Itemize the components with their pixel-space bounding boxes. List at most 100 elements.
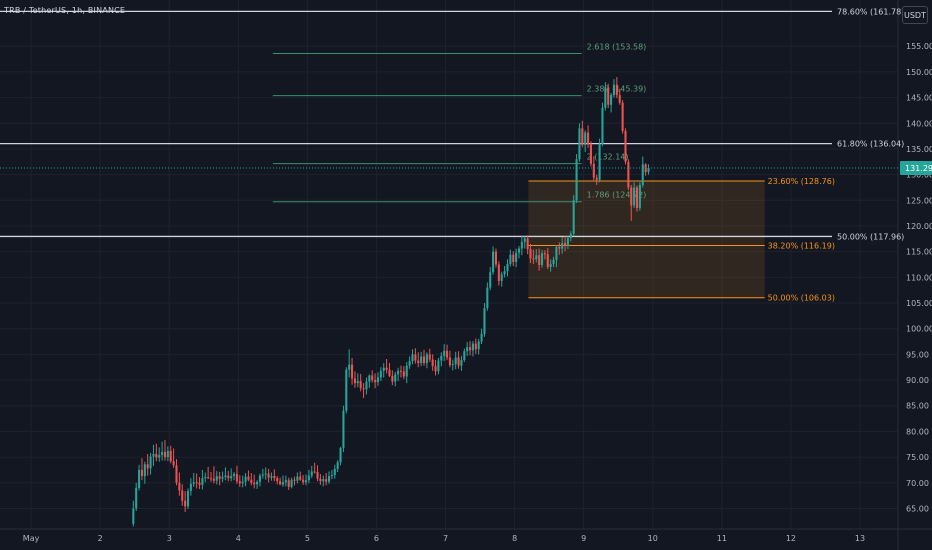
candle-body [256,481,259,485]
y-tick-label: 155.00 [906,42,932,51]
candle-body [379,370,382,378]
candle-body [264,473,267,475]
currency-button[interactable]: USDT [902,6,928,24]
candle-body [304,480,308,483]
candle-body [635,187,639,209]
candle-body [434,366,437,372]
candle-body [330,475,333,477]
candle-body [422,356,426,364]
candle-body [610,95,613,105]
candle-body [460,360,463,366]
candle-body [247,476,250,480]
candle-body [394,374,397,382]
candle-body [581,128,584,145]
candle-body [284,480,287,483]
y-tick-label: 120.00 [906,222,932,231]
candle-body [454,357,457,365]
candle-body [201,478,204,485]
candle-body [227,475,230,479]
x-tick-label: 5 [305,534,310,543]
candle-body [543,253,546,255]
candle-body [500,274,503,281]
candle-body [512,254,515,262]
candle-body [261,474,264,476]
candle-body [604,87,607,108]
candle-body [535,255,538,260]
candle-body [328,476,331,482]
candle-body [299,476,302,480]
candle-body [592,163,595,178]
candle-body [258,475,261,482]
x-tick-label: 7 [443,534,448,543]
candle-body [428,354,431,360]
candle-body [178,482,181,491]
candle-body [391,375,394,382]
candle-body [483,308,486,334]
x-tick-label: May [23,534,40,543]
candle-body [549,263,552,268]
candle-body [362,388,365,390]
candle-body [624,130,627,162]
candle-body [192,482,195,484]
candle-body [515,252,518,262]
candle-body [397,370,400,375]
candle-body [471,343,474,351]
candle-body [224,475,227,478]
candle-body [555,247,558,260]
candle-body [235,474,238,482]
current-price-label: 131.29 [905,164,932,173]
candle-body [356,381,359,384]
candle-body [420,356,423,364]
retracement-level-label: 23.60% (128.76) [768,177,835,186]
candle-body [399,370,403,372]
candle-body [497,264,500,281]
candle-body [290,479,293,487]
candle-body [345,369,348,411]
fib-main-level-label: 61.80% (136.04) [837,140,904,149]
candle-body [595,177,598,180]
retracement-level-label: 50.00% (106.03) [768,294,835,303]
candle-body [520,241,523,249]
candle-body [146,464,149,469]
candle-body [589,143,592,164]
candle-body [204,477,207,479]
candle-body [336,462,339,469]
candle-body [612,84,616,96]
candle-body [564,242,567,247]
x-tick-label: 9 [581,534,586,543]
candle-body [253,482,256,485]
candle-body [333,468,336,476]
y-tick-label: 95.00 [906,350,929,359]
x-tick-label: 2 [98,534,103,543]
candle-body [184,500,187,507]
y-tick-label: 105.00 [906,299,932,308]
candle-body [517,248,521,253]
candle-body [630,187,633,206]
candle-body [477,341,480,350]
candle-body [443,350,446,356]
candle-body [578,128,581,160]
candle-body [569,233,572,239]
candle-body [270,476,273,478]
candle-body [584,132,587,145]
candle-body [310,471,313,476]
candle-body [212,478,215,481]
y-tick-label: 65.00 [906,504,929,513]
candle-body [561,242,564,249]
candle-body [621,102,624,131]
retracement-zone [528,180,765,298]
candle-body [365,381,368,390]
candle-body [469,347,472,351]
candle-body [161,451,164,456]
candle-body [509,254,512,264]
candle-body [489,272,492,288]
candle-body [238,481,241,484]
extension-level-label: 2.618 (153.58) [587,43,647,52]
candle-body [140,469,143,477]
candle-body [414,354,417,361]
candle-body [402,371,405,377]
y-tick-label: 145.00 [906,94,932,103]
candle-body [615,84,618,96]
candle-body [446,350,449,358]
